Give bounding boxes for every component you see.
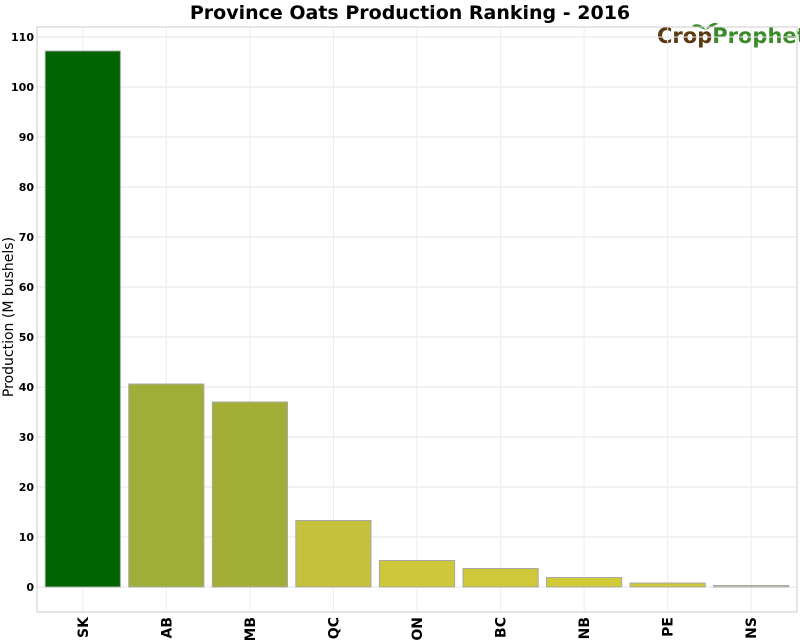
- x-tick-label: QC: [326, 617, 342, 639]
- y-tick-label: 10: [19, 531, 35, 544]
- y-tick-label: 70: [19, 231, 35, 244]
- y-tick-label: 20: [19, 481, 35, 494]
- logo-leaf-icon-2: [706, 22, 718, 30]
- x-tick-label: MB: [243, 617, 259, 640]
- x-tick-label: NS: [744, 617, 760, 639]
- bar-mb: [211, 401, 288, 588]
- x-tick-label: ON: [410, 617, 426, 640]
- bar-ns: [713, 585, 790, 588]
- x-tick-labels: SK AB MB QC ON BC NB PE NS: [76, 616, 760, 640]
- x-tick-label: PE: [661, 617, 677, 637]
- y-tick-label: 80: [19, 181, 35, 194]
- y-tick-label: 90: [19, 131, 35, 144]
- svg-text:CropProphet: CropProphet: [657, 24, 800, 48]
- bar-pe: [629, 582, 706, 588]
- y-tick-labels: 0 10 20 30 40 50 60 70 80 90 100 110: [11, 31, 34, 594]
- bar-qc: [295, 520, 372, 588]
- bars: [44, 50, 790, 588]
- y-tick-label: 40: [19, 381, 35, 394]
- x-tick-label: SK: [76, 616, 92, 638]
- y-tick-label: 110: [11, 31, 34, 44]
- bar-sk: [44, 50, 121, 588]
- bar-bc: [462, 568, 539, 588]
- plot-frame: [36, 26, 798, 613]
- bar-ab: [128, 383, 205, 588]
- bar-nb: [546, 577, 623, 588]
- y-tick-label: 100: [11, 81, 34, 94]
- logo-text-prophet: Prophet: [712, 24, 800, 48]
- bar-on: [378, 560, 456, 588]
- cropprophet-logo: CropProphet: [657, 22, 800, 48]
- x-tick-label: NB: [577, 617, 593, 639]
- y-tick-label: 50: [19, 331, 35, 344]
- y-tick-label: 60: [19, 281, 35, 294]
- y-axis-label: Production (M bushels): [1, 237, 17, 397]
- logo-text-crop: Crop: [657, 24, 712, 48]
- x-tick-label: AB: [159, 617, 175, 639]
- x-tick-label: BC: [494, 617, 510, 638]
- chart-title: Province Oats Production Ranking - 2016: [190, 2, 630, 24]
- y-tick-label: 30: [19, 431, 35, 444]
- y-tick-label: 0: [26, 581, 34, 594]
- grid-lines: [37, 27, 797, 612]
